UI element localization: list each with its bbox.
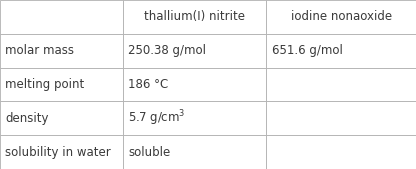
Bar: [266, 34, 416, 68]
Bar: [0, 34, 123, 68]
Text: thallium(I) nitrite: thallium(I) nitrite: [144, 10, 245, 23]
Bar: [0, 101, 123, 135]
Text: molar mass: molar mass: [5, 44, 74, 57]
Text: 250.38 g/mol: 250.38 g/mol: [128, 44, 206, 57]
Text: soluble: soluble: [128, 146, 171, 159]
Bar: [123, 68, 266, 101]
Bar: [0, 135, 123, 169]
Text: 651.6 g/mol: 651.6 g/mol: [272, 44, 342, 57]
Bar: [123, 34, 266, 68]
Text: density: density: [5, 112, 49, 125]
Bar: [266, 0, 416, 34]
Bar: [0, 0, 123, 34]
Text: 186 °C: 186 °C: [128, 78, 168, 91]
Bar: [0, 68, 123, 101]
Bar: [266, 68, 416, 101]
Bar: [123, 0, 266, 34]
Bar: [266, 101, 416, 135]
Text: solubility in water: solubility in water: [5, 146, 111, 159]
Bar: [123, 101, 266, 135]
Text: melting point: melting point: [5, 78, 85, 91]
Text: 5.7 g/cm$^3$: 5.7 g/cm$^3$: [128, 108, 186, 128]
Text: iodine nonaoxide: iodine nonaoxide: [290, 10, 392, 23]
Bar: [123, 135, 266, 169]
Bar: [266, 135, 416, 169]
